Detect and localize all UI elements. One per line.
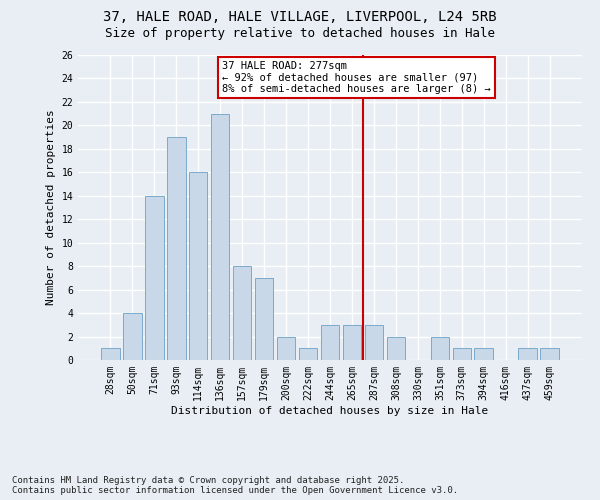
- Y-axis label: Number of detached properties: Number of detached properties: [46, 110, 56, 306]
- Bar: [475, 348, 493, 360]
- Bar: [255, 278, 274, 360]
- Bar: [541, 348, 559, 360]
- Bar: [365, 325, 383, 360]
- Bar: [211, 114, 229, 360]
- X-axis label: Distribution of detached houses by size in Hale: Distribution of detached houses by size …: [172, 406, 488, 415]
- Bar: [518, 348, 537, 360]
- Bar: [343, 325, 361, 360]
- Bar: [299, 348, 317, 360]
- Bar: [233, 266, 251, 360]
- Text: Size of property relative to detached houses in Hale: Size of property relative to detached ho…: [105, 28, 495, 40]
- Text: 37, HALE ROAD, HALE VILLAGE, LIVERPOOL, L24 5RB: 37, HALE ROAD, HALE VILLAGE, LIVERPOOL, …: [103, 10, 497, 24]
- Text: Contains HM Land Registry data © Crown copyright and database right 2025.
Contai: Contains HM Land Registry data © Crown c…: [12, 476, 458, 495]
- Bar: [431, 336, 449, 360]
- Bar: [320, 325, 340, 360]
- Bar: [386, 336, 405, 360]
- Bar: [452, 348, 471, 360]
- Text: 37 HALE ROAD: 277sqm
← 92% of detached houses are smaller (97)
8% of semi-detach: 37 HALE ROAD: 277sqm ← 92% of detached h…: [223, 61, 491, 94]
- Bar: [167, 137, 185, 360]
- Bar: [189, 172, 208, 360]
- Bar: [123, 313, 142, 360]
- Bar: [145, 196, 164, 360]
- Bar: [101, 348, 119, 360]
- Bar: [277, 336, 295, 360]
